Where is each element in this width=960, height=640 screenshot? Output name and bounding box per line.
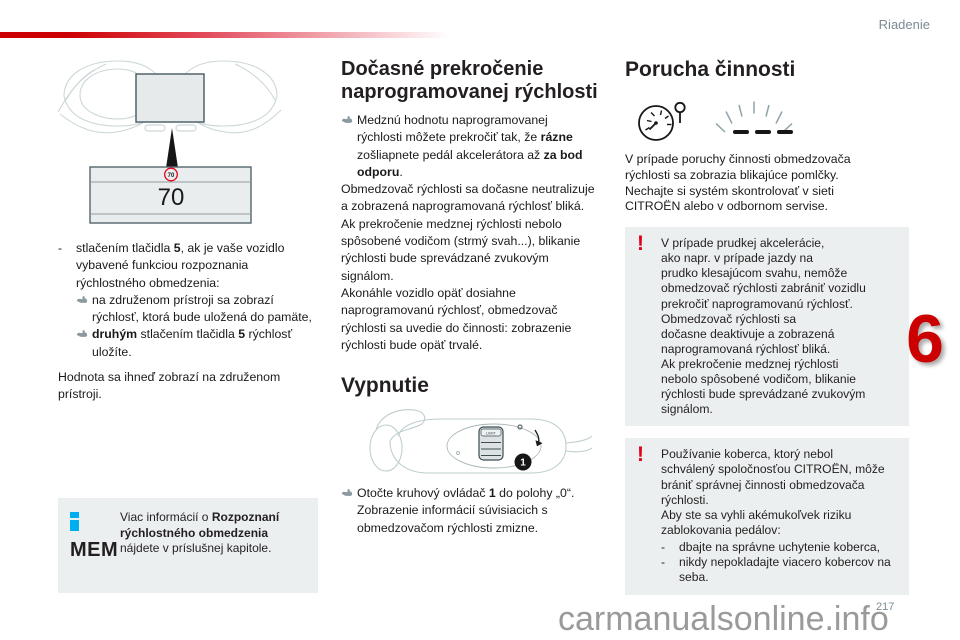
svg-text:LIMIT: LIMIT (486, 432, 496, 436)
svg-text:70: 70 (168, 173, 175, 179)
svg-text:70: 70 (158, 184, 185, 211)
svg-text:1: 1 (520, 458, 526, 469)
